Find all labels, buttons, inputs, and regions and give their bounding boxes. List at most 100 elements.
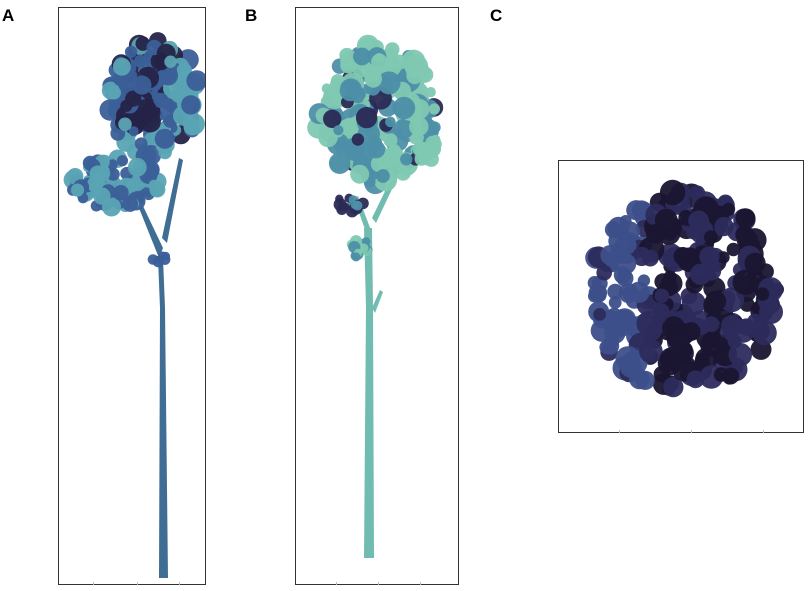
foliage-blob bbox=[596, 264, 612, 281]
foliage-blob bbox=[99, 99, 121, 121]
foliage-blob bbox=[608, 230, 630, 252]
foliage-blob bbox=[132, 75, 152, 95]
foliage-blob bbox=[409, 135, 419, 145]
foliage-blob bbox=[735, 208, 756, 229]
foliage-blob bbox=[147, 254, 159, 265]
foliage-blob bbox=[722, 372, 736, 385]
tree-c-top-view bbox=[585, 179, 784, 398]
foliage-blob bbox=[681, 291, 706, 316]
foliage-blob bbox=[385, 116, 396, 128]
foliage-blob bbox=[158, 65, 178, 86]
panel-b-frame bbox=[295, 7, 459, 585]
foliage-blob bbox=[359, 243, 369, 253]
foliage-blob bbox=[351, 252, 361, 262]
foliage-blob bbox=[705, 290, 727, 312]
foliage-blob bbox=[629, 368, 650, 390]
tree-a-trunk bbox=[158, 258, 168, 578]
foliage-blob bbox=[355, 106, 378, 129]
foliage-blob bbox=[364, 70, 382, 88]
foliage-blob bbox=[722, 202, 736, 216]
foliage-blob bbox=[723, 328, 736, 341]
foliage-blob bbox=[333, 125, 344, 136]
foliage-blob bbox=[335, 194, 344, 203]
foliage-blob bbox=[112, 57, 131, 76]
foliage-blob bbox=[107, 86, 121, 100]
tree-a-branch bbox=[162, 158, 183, 243]
panel-label-c: C bbox=[490, 6, 503, 25]
foliage-blob bbox=[181, 95, 201, 115]
foliage-blob bbox=[392, 96, 416, 120]
foliage-blob bbox=[428, 103, 440, 115]
tree-a-branch bbox=[139, 206, 163, 258]
foliage-blob bbox=[374, 53, 384, 63]
foliage-blob bbox=[377, 71, 401, 95]
foliage-blob bbox=[339, 79, 362, 102]
foliage-blob bbox=[124, 45, 138, 59]
foliage-blob bbox=[328, 152, 351, 174]
foliage-blob bbox=[141, 187, 152, 198]
foliage-blob bbox=[70, 183, 85, 197]
foliage-blob bbox=[376, 169, 390, 183]
foliage-blob bbox=[113, 185, 129, 201]
foliage-blob bbox=[401, 49, 426, 73]
foliage-blob bbox=[414, 141, 431, 158]
foliage-blob bbox=[616, 314, 635, 332]
tree-a-crown bbox=[63, 32, 205, 268]
foliage-blob bbox=[663, 376, 684, 398]
tree-b-trunk bbox=[364, 228, 374, 558]
foliage-blob bbox=[728, 342, 752, 367]
tree-a-side-view bbox=[63, 32, 205, 578]
foliage-blob bbox=[654, 208, 678, 232]
foliage-blob bbox=[614, 253, 637, 275]
foliage-blob bbox=[608, 296, 622, 309]
panel-label-a: A bbox=[2, 6, 15, 25]
foliage-blob bbox=[158, 145, 172, 160]
tree-b-branch bbox=[372, 290, 383, 313]
foliage-blob bbox=[639, 339, 663, 364]
foliage-blob bbox=[688, 210, 710, 232]
foliage-blob bbox=[93, 187, 111, 205]
foliage-blob bbox=[686, 370, 705, 389]
foliage-blob bbox=[161, 251, 170, 261]
foliage-blob bbox=[641, 249, 659, 267]
foliage-blob bbox=[351, 133, 365, 146]
foliage-blob bbox=[671, 342, 694, 365]
panel-c-frame bbox=[558, 160, 804, 433]
foliage-blob bbox=[106, 167, 120, 181]
foliage-blob bbox=[393, 118, 414, 139]
foliage-blob bbox=[153, 92, 169, 109]
foliage-blob bbox=[135, 36, 151, 51]
foliage-blob bbox=[149, 181, 166, 198]
foliage-blob bbox=[323, 109, 342, 129]
foliage-blob bbox=[619, 215, 632, 227]
foliage-blob bbox=[318, 127, 338, 148]
foliage-blob bbox=[337, 202, 347, 211]
foliage-blob bbox=[726, 242, 741, 257]
foliage-blob bbox=[128, 126, 139, 137]
foliage-blob bbox=[164, 55, 177, 68]
panel-label-b: B bbox=[245, 6, 258, 25]
foliage-blob bbox=[703, 316, 720, 333]
foliage-blob bbox=[622, 286, 636, 300]
foliage-blob bbox=[747, 313, 763, 330]
foliage-blob bbox=[89, 165, 106, 182]
foliage-blob bbox=[125, 90, 142, 107]
foliage-blob bbox=[127, 157, 147, 177]
foliage-blob bbox=[717, 251, 730, 264]
foliage-blob bbox=[616, 269, 634, 287]
foliage-blob bbox=[107, 159, 118, 170]
foliage-blob bbox=[425, 87, 436, 98]
foliage-blob bbox=[719, 287, 745, 313]
foliage-blob bbox=[755, 287, 770, 301]
foliage-blob bbox=[593, 308, 606, 321]
foliage-blob bbox=[701, 261, 722, 281]
foliage-blob bbox=[672, 323, 695, 345]
foliage-blob bbox=[409, 116, 429, 137]
foliage-blob bbox=[615, 346, 641, 371]
tree-b-side-view bbox=[307, 34, 444, 558]
foliage-blob bbox=[154, 128, 175, 149]
foliage-blob bbox=[116, 155, 129, 167]
foliage-blob bbox=[118, 117, 132, 132]
foliage-blob bbox=[133, 54, 147, 68]
foliage-blob bbox=[350, 164, 370, 184]
